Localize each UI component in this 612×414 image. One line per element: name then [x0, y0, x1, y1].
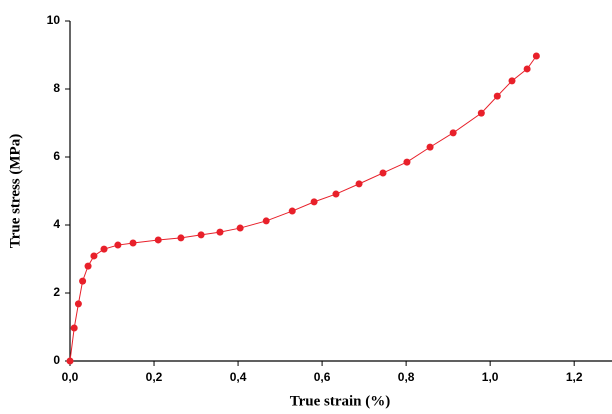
data-point: [177, 234, 185, 242]
data-point: [100, 245, 108, 253]
y-tick-label: 0: [53, 353, 60, 367]
x-tick-label: 0,2: [146, 370, 163, 384]
y-tick-label: 6: [53, 149, 60, 163]
y-tick-label: 2: [53, 285, 60, 299]
x-tick-label: 1,0: [482, 370, 499, 384]
data-point: [114, 241, 122, 249]
data-point: [532, 52, 540, 60]
data-point: [523, 65, 531, 73]
y-tick-label: 4: [53, 217, 60, 231]
x-tick-label: 0,4: [230, 370, 247, 384]
data-point: [216, 228, 224, 236]
data-point: [154, 236, 162, 244]
data-point: [426, 143, 434, 151]
data-point: [477, 109, 485, 117]
data-point: [379, 169, 387, 177]
data-point: [66, 357, 74, 365]
x-tick-label: 1,2: [566, 370, 583, 384]
data-point: [70, 324, 78, 332]
data-point: [355, 180, 363, 188]
y-tick-label: 8: [53, 81, 60, 95]
data-point: [90, 252, 98, 260]
y-axis-title: True stress (MPa): [7, 134, 23, 248]
x-tick-label: 0,8: [398, 370, 415, 384]
data-point: [129, 239, 137, 247]
data-point: [262, 217, 270, 225]
data-point: [493, 92, 501, 100]
data-point: [84, 262, 92, 270]
data-point: [508, 77, 516, 85]
data-point: [310, 198, 318, 206]
data-point: [403, 158, 411, 166]
data-point: [236, 224, 244, 232]
data-point: [79, 277, 87, 285]
x-tick-label: 0,0: [62, 370, 79, 384]
data-point: [288, 207, 296, 215]
data-point: [332, 190, 340, 198]
y-tick-label: 10: [47, 13, 61, 27]
x-axis-title: True strain (%): [290, 393, 391, 409]
x-tick-label: 0,6: [314, 370, 331, 384]
data-point: [74, 300, 82, 308]
data-point: [449, 129, 457, 137]
data-point: [197, 231, 205, 239]
data-line: [69, 55, 537, 362]
